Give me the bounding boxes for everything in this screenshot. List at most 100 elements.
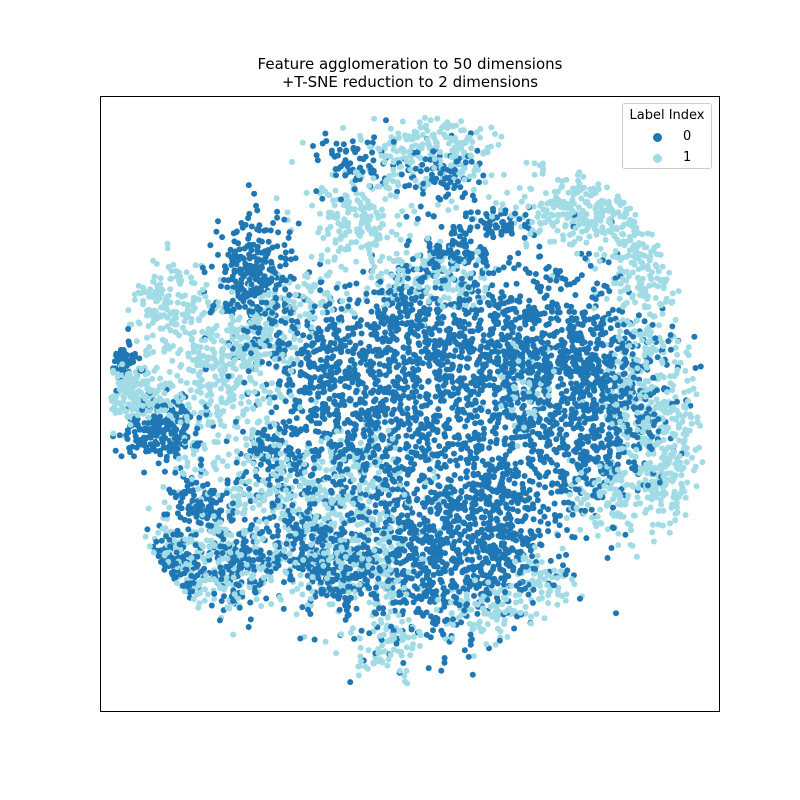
scatter-point-label-1 [235,316,242,323]
scatter-point-label-1 [167,275,174,282]
scatter-point-label-0 [333,140,340,147]
scatter-point-label-0 [404,405,411,412]
scatter-point-label-1 [674,351,681,358]
scatter-point-label-0 [423,609,430,616]
scatter-point-label-1 [151,273,158,280]
scatter-point-label-0 [419,161,426,168]
scatter-point-label-0 [221,277,228,283]
scatter-point-label-1 [177,346,184,353]
scatter-point-label-0 [480,332,487,339]
scatter-point-label-1 [601,251,608,258]
scatter-point-label-0 [522,211,529,218]
scatter-point-label-0 [255,329,262,336]
scatter-point-label-1 [389,435,396,442]
scatter-point-label-0 [558,390,565,397]
scatter-point-label-1 [576,235,583,242]
scatter-point-label-0 [471,592,477,599]
scatter-point-label-1 [385,427,392,434]
scatter-point-label-0 [452,347,459,354]
scatter-point-label-0 [511,480,518,487]
scatter-point-label-1 [421,114,428,121]
scatter-point-label-1 [330,197,337,204]
scatter-point-label-0 [257,581,264,588]
scatter-point-label-1 [364,285,371,292]
scatter-point-label-1 [142,533,149,540]
scatter-point-label-1 [516,185,523,191]
scatter-point-label-0 [471,314,478,321]
points-layer [108,114,706,687]
scatter-point-label-1 [575,204,582,211]
scatter-point-label-1 [329,307,335,313]
scatter-point-label-1 [378,270,385,277]
chart-title: Feature agglomeration to 50 dimensions [257,55,563,73]
scatter-point-label-1 [434,115,441,122]
scatter-point-label-0 [557,375,564,382]
scatter-point-label-0 [607,447,613,454]
scatter-point-label-1 [319,309,326,316]
scatter-point-label-0 [622,531,629,538]
scatter-point-label-0 [246,232,253,238]
scatter-point-label-1 [407,166,414,173]
scatter-point-label-1 [597,245,604,252]
scatter-point-label-1 [470,653,477,660]
scatter-point-label-0 [361,433,368,440]
scatter-point-label-0 [556,468,563,475]
scatter-point-label-1 [504,634,511,640]
scatter-point-label-1 [164,245,171,252]
scatter-point-label-0 [424,440,431,447]
scatter-point-label-0 [493,436,500,443]
scatter-point-label-1 [299,591,306,598]
scatter-point-label-0 [347,679,354,686]
scatter-point-label-0 [330,478,337,485]
scatter-point-label-0 [465,653,472,660]
scatter-point-label-0 [230,500,236,507]
scatter-point-label-0 [467,209,474,216]
scatter-point-label-0 [561,499,568,506]
scatter-point-label-1 [403,667,410,674]
scatter-point-label-0 [514,508,521,515]
scatter-point-label-0 [183,477,190,484]
scatter-point-label-0 [465,321,472,328]
scatter-point-label-0 [228,262,235,268]
scatter-point-label-1 [368,274,375,281]
scatter-point-label-1 [566,491,573,498]
scatter-point-label-0 [607,325,614,332]
scatter-point-label-0 [483,211,490,217]
scatter-point-label-0 [292,255,299,262]
scatter-point-label-0 [349,379,356,386]
scatter-point-label-0 [402,378,409,385]
scatter-point-label-0 [563,431,570,438]
scatter-point-label-1 [145,505,152,512]
scatter-point-label-1 [481,275,487,282]
scatter-point-label-0 [573,449,579,456]
scatter-point-label-1 [250,427,257,434]
scatter-point-label-0 [403,480,410,487]
scatter-point-label-1 [184,463,191,470]
scatter-point-label-0 [615,453,622,460]
scatter-point-label-0 [468,548,475,555]
scatter-point-label-0 [274,214,281,221]
scatter-point-label-0 [609,306,616,313]
scatter-point-label-0 [567,395,574,402]
scatter-point-label-0 [224,477,231,484]
scatter-point-label-0 [613,610,619,617]
scatter-point-label-1 [482,179,489,186]
scatter-point-label-1 [317,210,323,217]
scatter-point-label-0 [326,395,333,402]
scatter-point-label-0 [389,300,396,307]
scatter-point-label-1 [541,615,548,622]
scatter-point-label-1 [604,526,611,533]
scatter-point-label-1 [632,211,639,218]
scatter-point-label-0 [112,447,119,454]
scatter-point-label-0 [551,512,558,518]
scatter-point-label-1 [190,342,197,349]
scatter-point-label-0 [312,525,318,532]
scatter-point-label-1 [254,419,261,426]
scatter-point-label-0 [554,480,561,487]
scatter-point-label-0 [410,568,417,575]
scatter-point-label-0 [445,476,452,483]
scatter-point-label-0 [477,346,484,353]
scatter-point-label-0 [224,284,231,291]
scatter-point-label-0 [502,435,509,442]
scatter-point-label-0 [280,605,287,612]
